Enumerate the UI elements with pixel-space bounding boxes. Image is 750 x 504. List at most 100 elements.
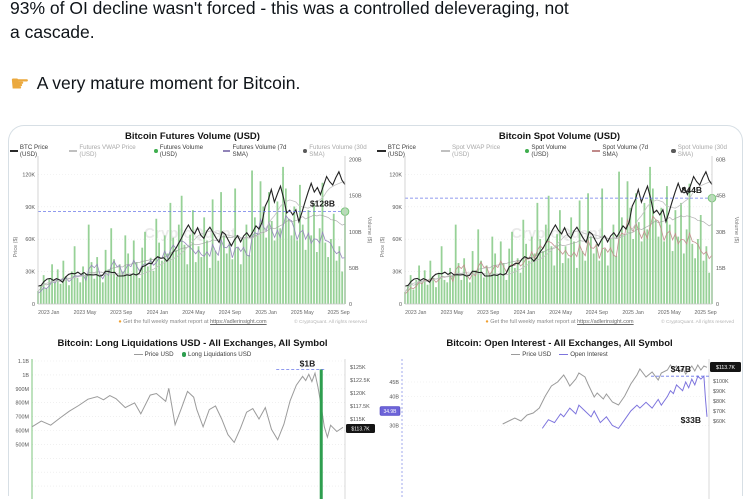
- svg-text:45B: 45B: [716, 194, 726, 200]
- svg-text:60B: 60B: [716, 158, 726, 164]
- svg-text:2025 May: 2025 May: [658, 310, 681, 316]
- svg-text:$90K: $90K: [713, 389, 726, 395]
- legend-dot-marker: [153, 148, 158, 154]
- legend-line-marker: [591, 150, 601, 152]
- chart-spot-volume: Bitcoin Spot Volume (USD) BTC Price (USD…: [377, 127, 742, 334]
- chart-open-interest: Bitcoin: Open Interest - All Exchanges, …: [377, 334, 742, 504]
- svg-text:90K: 90K: [25, 205, 35, 211]
- svg-text:$1B: $1B: [300, 359, 316, 368]
- svg-text:1.1B: 1.1B: [18, 359, 29, 365]
- svg-text:2024 Sep: 2024 Sep: [219, 310, 241, 316]
- svg-text:1B: 1B: [22, 373, 29, 379]
- svg-text:2024 Sep: 2024 Sep: [586, 310, 608, 316]
- svg-text:Volume ($): Volume ($): [366, 217, 372, 244]
- legend-item: BTC Price (USD): [377, 144, 433, 158]
- svg-text:2024 May: 2024 May: [549, 310, 572, 316]
- legend-line-marker: [222, 150, 231, 152]
- legend-dot-marker: [525, 148, 530, 154]
- legend-item: Futures VWAP Price (USD): [69, 144, 145, 158]
- long-liquidations-plot: 1.1B 1B 900M 800M 700M 600M 500M $125K $122.5K $1…: [16, 359, 375, 499]
- svg-text:45B: 45B: [389, 380, 399, 386]
- svg-text:2024 Jan: 2024 Jan: [147, 310, 168, 316]
- legend-item: Futures Volume (USD): [153, 144, 215, 158]
- report-footer-url: https://adlerinsight.com: [577, 319, 634, 325]
- legend-item: Price USD: [511, 351, 551, 358]
- svg-text:$33B: $33B: [681, 415, 701, 425]
- svg-text:$113.7K: $113.7K: [716, 365, 735, 371]
- report-footer-url: https://adlerinsight.com: [210, 319, 267, 325]
- chart-long-liquidations: Bitcoin: Long Liquidations USD - All Exc…: [10, 334, 375, 504]
- svg-text:2023 Sep: 2023 Sep: [477, 310, 499, 316]
- svg-text:0: 0: [716, 302, 719, 308]
- svg-text:34.9B: 34.9B: [383, 409, 397, 415]
- svg-text:2023 May: 2023 May: [441, 310, 464, 316]
- svg-text:50B: 50B: [349, 266, 359, 272]
- svg-text:$44B: $44B: [682, 185, 702, 195]
- svg-text:90K: 90K: [392, 205, 402, 211]
- svg-text:800M: 800M: [16, 401, 30, 407]
- post-text-line-3: ☛ A very mature moment for Bitcoin.: [10, 72, 300, 95]
- legend-item: Long Liquidations USD: [181, 351, 251, 358]
- svg-text:$128B: $128B: [310, 199, 335, 209]
- report-footer-text: Get the full weekly market report at: [123, 319, 209, 325]
- svg-text:$125K: $125K: [350, 365, 366, 371]
- svg-text:700M: 700M: [16, 415, 30, 421]
- legend-item: Spot Volume (USD): [525, 144, 584, 158]
- open-interest-plot: 45B 40B 30B 34.9B $47B $33B $113.7K $100K $90K $8…: [379, 359, 741, 499]
- svg-text:2023 Jan: 2023 Jan: [405, 310, 426, 316]
- legend-dot-marker: [671, 148, 676, 154]
- legend-line-marker: [511, 353, 521, 356]
- copyright-note: © CryptoQuant. All rights reserved: [294, 320, 367, 325]
- legend-line-marker: [133, 353, 143, 356]
- svg-text:Volume ($): Volume ($): [733, 217, 739, 244]
- svg-text:30K: 30K: [25, 270, 35, 276]
- legend-item: Spot Volume (30d SMA): [671, 144, 742, 158]
- svg-text:$122.5K: $122.5K: [350, 378, 370, 384]
- svg-text:2024 May: 2024 May: [182, 310, 205, 316]
- legend-item: Open Interest: [559, 351, 608, 358]
- legend-line-marker: [377, 150, 386, 152]
- svg-text:2025 Jan: 2025 Jan: [622, 310, 643, 316]
- point-right-emoji: ☛: [10, 70, 30, 96]
- orange-dot-emoji: ●: [485, 319, 489, 325]
- copyright-note: © CryptoQuant. All rights reserved: [661, 320, 734, 325]
- svg-text:0: 0: [349, 302, 352, 308]
- post-text-line-3-text: A very mature moment for Bitcoin.: [36, 73, 301, 93]
- chart-title: Bitcoin Futures Volume (USD): [125, 131, 260, 142]
- svg-text:60K: 60K: [25, 237, 35, 243]
- svg-text:60K: 60K: [392, 237, 402, 243]
- svg-text:Price ($): Price ($): [380, 236, 386, 257]
- svg-text:2025 Sep: 2025 Sep: [694, 310, 716, 316]
- legend-dot-marker: [303, 148, 308, 154]
- svg-text:2023 Sep: 2023 Sep: [110, 310, 132, 316]
- svg-text:Price ($): Price ($): [13, 236, 19, 257]
- svg-text:120K: 120K: [22, 172, 35, 178]
- post-text-line-2: a cascade.: [10, 22, 95, 42]
- svg-text:$80K: $80K: [713, 399, 726, 405]
- post-text-line-1: 93% of OI decline wasn't forced - this w…: [10, 0, 569, 18]
- chart-legend: Price USD Open Interest: [377, 351, 742, 358]
- svg-text:500M: 500M: [16, 442, 30, 448]
- legend-item: Spot Volume (7d SMA): [591, 144, 664, 158]
- svg-text:$70K: $70K: [713, 409, 726, 415]
- legend-item: Price USD: [133, 351, 174, 358]
- chart-title: Bitcoin: Open Interest - All Exchanges, …: [446, 338, 673, 349]
- svg-text:200B: 200B: [349, 158, 362, 164]
- legend-item: Spot VWAP Price (USD): [441, 144, 517, 158]
- report-footer: ● Get the full weekly market report at h…: [10, 319, 375, 325]
- svg-text:100B: 100B: [349, 230, 362, 236]
- futures-volume-plot: CryptoQuant$128B120K90K60K30K0200B150B10…: [13, 156, 372, 316]
- svg-text:30K: 30K: [392, 270, 402, 276]
- legend-line-marker: [441, 150, 451, 152]
- legend-line-marker: [10, 150, 18, 152]
- orange-dot-emoji: ●: [118, 319, 122, 325]
- chart-legend: Price USD Long Liquidations USD: [10, 351, 375, 358]
- legend-item: BTC Price (USD): [10, 144, 61, 158]
- svg-text:0: 0: [399, 302, 402, 308]
- svg-text:2023 May: 2023 May: [74, 310, 97, 316]
- svg-text:15B: 15B: [716, 266, 726, 272]
- legend-line-marker: [69, 150, 78, 152]
- svg-text:$47B: $47B: [671, 364, 691, 374]
- svg-text:40B: 40B: [389, 395, 399, 401]
- spot-volume-plot: CryptoQuant$44B120K90K60K30K060B45B30B15…: [380, 156, 739, 316]
